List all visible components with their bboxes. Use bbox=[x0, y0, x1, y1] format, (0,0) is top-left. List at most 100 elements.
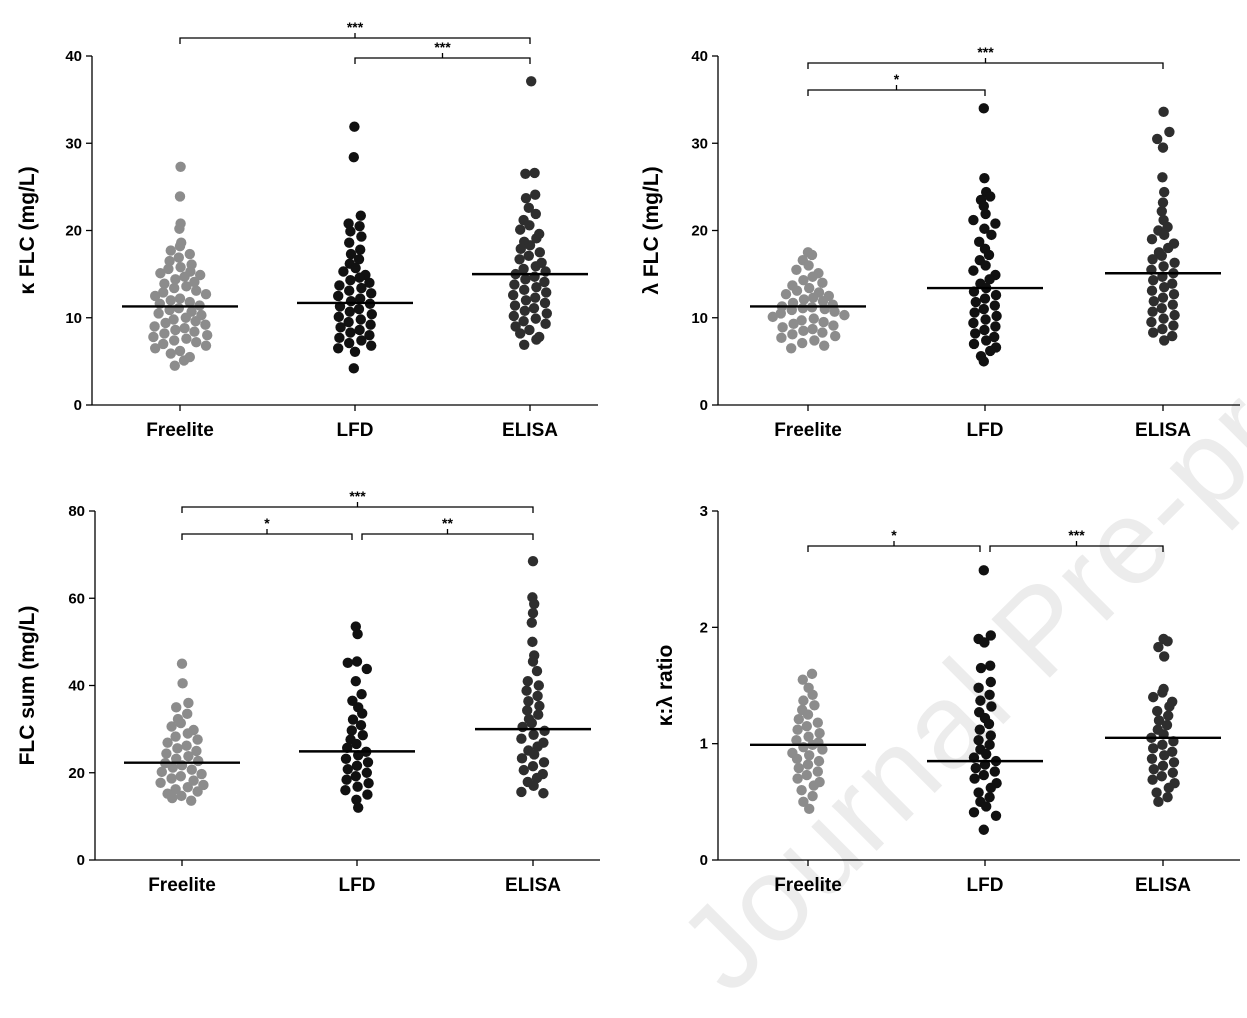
data-point bbox=[1162, 791, 1173, 803]
data-point bbox=[1147, 254, 1158, 265]
significance-label: *** bbox=[349, 488, 366, 504]
y-tick-label: 3 bbox=[700, 503, 708, 520]
data-point bbox=[1158, 106, 1169, 118]
data-point bbox=[974, 724, 985, 735]
data-point bbox=[338, 266, 349, 277]
data-point bbox=[793, 714, 804, 725]
data-point bbox=[539, 297, 551, 309]
data-point bbox=[1164, 701, 1175, 712]
data-point bbox=[1167, 278, 1178, 289]
data-point bbox=[516, 753, 528, 764]
data-point bbox=[791, 753, 803, 764]
data-point bbox=[1158, 313, 1169, 324]
data-point bbox=[362, 789, 373, 800]
data-point bbox=[828, 320, 839, 331]
data-point bbox=[333, 290, 344, 302]
data-point bbox=[527, 555, 539, 567]
panel-kappa-flc: 0 10 20 30 40 κ FLC (mg/L) Freelite LFD ELISA ***… bbox=[16, 19, 598, 441]
data-point bbox=[801, 769, 812, 781]
data-point bbox=[176, 658, 188, 669]
data-point bbox=[515, 224, 526, 235]
data-point bbox=[524, 240, 536, 251]
x-category-label: Freelite bbox=[146, 420, 214, 441]
data-point bbox=[1168, 320, 1179, 331]
data-point bbox=[517, 721, 528, 733]
data-point bbox=[158, 287, 169, 298]
data-point bbox=[776, 332, 787, 344]
data-point bbox=[351, 794, 362, 805]
data-point bbox=[808, 313, 819, 324]
data-point bbox=[1157, 197, 1169, 208]
data-point bbox=[539, 725, 550, 737]
y-axis-label: κ:λ ratio bbox=[654, 645, 677, 727]
data-point bbox=[1148, 275, 1159, 286]
data-point bbox=[1159, 282, 1170, 293]
y-axis-label: λ FLC (mg/L) bbox=[640, 166, 663, 294]
data-point bbox=[167, 762, 178, 773]
data-point bbox=[801, 721, 812, 732]
data-point bbox=[529, 749, 540, 760]
data-point bbox=[509, 279, 520, 290]
data-point bbox=[1159, 335, 1170, 346]
data-point bbox=[979, 637, 990, 648]
data-point bbox=[981, 335, 992, 346]
data-point bbox=[344, 285, 355, 296]
data-point bbox=[366, 340, 377, 351]
data-point bbox=[980, 260, 991, 271]
data-point bbox=[343, 218, 354, 229]
data-point bbox=[354, 220, 365, 232]
data-point bbox=[174, 293, 186, 304]
data-point bbox=[169, 282, 180, 294]
data-point bbox=[156, 766, 167, 778]
data-point bbox=[1162, 636, 1173, 647]
data-point bbox=[830, 330, 841, 342]
data-point bbox=[819, 340, 830, 351]
x-category-label: ELISA bbox=[1135, 875, 1191, 896]
significance-bracket bbox=[361, 533, 534, 540]
data-point bbox=[970, 328, 981, 339]
x-category-label: ELISA bbox=[502, 420, 558, 441]
data-point bbox=[1163, 242, 1174, 254]
data-point bbox=[357, 708, 368, 719]
data-point bbox=[528, 302, 540, 314]
x-category-label: ELISA bbox=[1135, 420, 1191, 441]
significance-label: *** bbox=[347, 19, 364, 35]
data-point bbox=[983, 249, 995, 261]
data-point bbox=[791, 734, 802, 746]
data-point bbox=[354, 272, 365, 283]
data-point bbox=[1146, 753, 1158, 764]
data-point bbox=[1157, 323, 1168, 335]
data-point bbox=[361, 663, 372, 675]
significance-bracket bbox=[989, 545, 1164, 552]
data-point bbox=[986, 229, 997, 241]
data-point bbox=[348, 363, 359, 374]
data-point bbox=[969, 307, 980, 318]
data-point bbox=[1159, 186, 1170, 198]
x-category-label: LFD bbox=[967, 420, 1004, 441]
significance-label: *** bbox=[1068, 527, 1085, 543]
data-point bbox=[351, 738, 362, 750]
data-point bbox=[159, 278, 170, 289]
data-point bbox=[985, 660, 996, 671]
data-point bbox=[984, 791, 995, 803]
data-point bbox=[518, 764, 529, 776]
data-point bbox=[984, 689, 995, 701]
data-point bbox=[353, 750, 364, 761]
data-point bbox=[171, 702, 182, 713]
data-point bbox=[802, 709, 814, 720]
data-point bbox=[978, 824, 989, 835]
data-point bbox=[153, 308, 164, 319]
data-point bbox=[169, 360, 180, 371]
data-point bbox=[356, 282, 367, 294]
data-point bbox=[520, 193, 532, 204]
data-point bbox=[155, 268, 166, 279]
data-point bbox=[190, 316, 201, 327]
data-point bbox=[1157, 292, 1169, 303]
y-tick-label: 0 bbox=[74, 397, 82, 414]
data-point bbox=[174, 345, 186, 357]
data-point bbox=[196, 768, 207, 780]
data-point bbox=[353, 254, 365, 265]
data-point bbox=[530, 292, 541, 303]
data-point bbox=[979, 172, 990, 184]
data-point bbox=[968, 317, 979, 329]
